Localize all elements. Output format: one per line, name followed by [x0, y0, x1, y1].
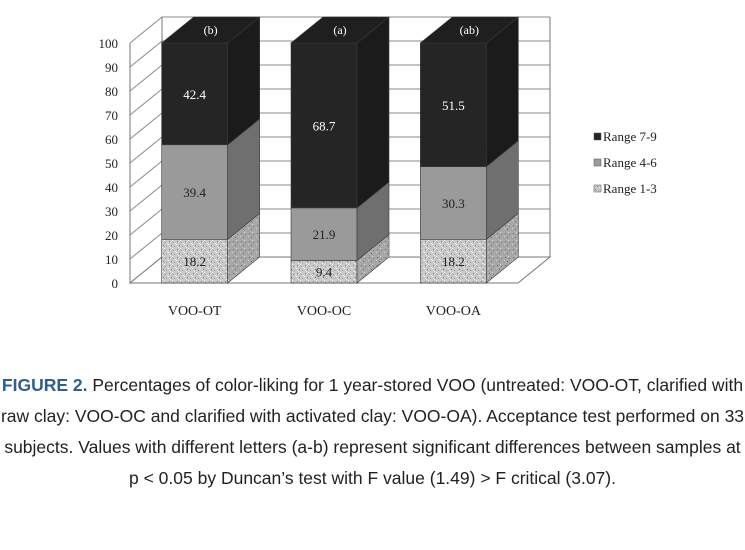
data-label: 51.5	[442, 98, 465, 113]
gridline-side	[129, 136, 163, 164]
data-label: 18.2	[183, 254, 206, 269]
caption-label: FIGURE 2.	[1, 375, 88, 395]
bar-segment-side	[356, 16, 390, 209]
bar-segment-voo-oa-range-1-3	[420, 239, 487, 284]
legend-swatch	[593, 158, 602, 167]
bar-segment-voo-oa-range-7-9	[420, 42, 487, 167]
significance-letter: (ab)	[460, 23, 479, 37]
bar-segment-voo-oc-range-7-9	[290, 42, 358, 209]
y-tick-label: 30	[105, 204, 118, 219]
bar-top-face	[290, 16, 390, 44]
y-tick-label: 10	[105, 252, 118, 267]
bar-segment-voo-oc-range-4-6	[290, 207, 358, 261]
bar-top-face	[419, 16, 520, 44]
legend-label: Range 1-3	[603, 181, 657, 196]
data-label: 42.4	[183, 87, 206, 102]
bar-segment-voo-ot-range-7-9	[161, 42, 228, 146]
data-label: 9.4	[316, 265, 333, 280]
x-tick-label: VOO-OC	[297, 304, 351, 319]
chart-area: 0 10 20 30 40 50 60 70 80 90 100 18.2 39.4 42.4 (b) VOO…	[99, 16, 657, 319]
gridline-side	[129, 160, 163, 188]
y-tick-label: 0	[112, 276, 119, 291]
y-tick-label: 80	[105, 84, 118, 99]
gridline-side	[129, 88, 163, 116]
gridline-side	[129, 112, 163, 140]
data-label: 30.3	[442, 196, 465, 211]
bar-segment-voo-ot-range-4-6	[161, 144, 228, 240]
x-tick-label: VOO-OT	[168, 304, 222, 319]
significance-letter: (a)	[333, 23, 346, 37]
caption-text: Percentages of color-liking for 1 year-s…	[0, 375, 745, 488]
x-tick-label: VOO-OA	[426, 304, 482, 319]
data-label: 39.4	[183, 185, 206, 200]
bar-top-face	[160, 16, 261, 44]
y-tick-label: 70	[105, 108, 118, 123]
y-tick-label: 60	[105, 132, 118, 147]
gridline-side	[129, 208, 163, 236]
bar-segment-voo-ot-range-1-3	[161, 239, 228, 284]
data-label: 68.7	[313, 118, 336, 133]
y-tick-label: 20	[105, 228, 118, 243]
significance-letter: (b)	[204, 23, 218, 37]
y-tick-label: 100	[99, 36, 119, 51]
stacked-bar-chart: 0 10 20 30 40 50 60 70 80 90 100 18.2 39.4 42.4 (b) VOO…	[99, 16, 657, 319]
gridline-side	[129, 40, 163, 68]
legend-swatch	[593, 132, 602, 141]
gridline-side	[129, 232, 163, 260]
data-label: 21.9	[313, 227, 336, 242]
gridline-side	[129, 184, 163, 212]
gridline-side	[129, 16, 163, 44]
figure-caption: FIGURE 2. Percentages of color-liking fo…	[0, 370, 745, 494]
legend-label: Range 4-6	[603, 155, 657, 170]
gridline-side	[129, 64, 163, 92]
y-tick-label: 50	[105, 156, 118, 171]
data-label: 18.2	[442, 254, 465, 269]
legend-swatch	[593, 184, 602, 193]
y-tick-label: 40	[105, 180, 118, 195]
bar-segment-voo-oa-range-4-6	[420, 166, 487, 240]
y-tick-label: 90	[105, 60, 118, 75]
legend-label: Range 7-9	[603, 129, 657, 144]
